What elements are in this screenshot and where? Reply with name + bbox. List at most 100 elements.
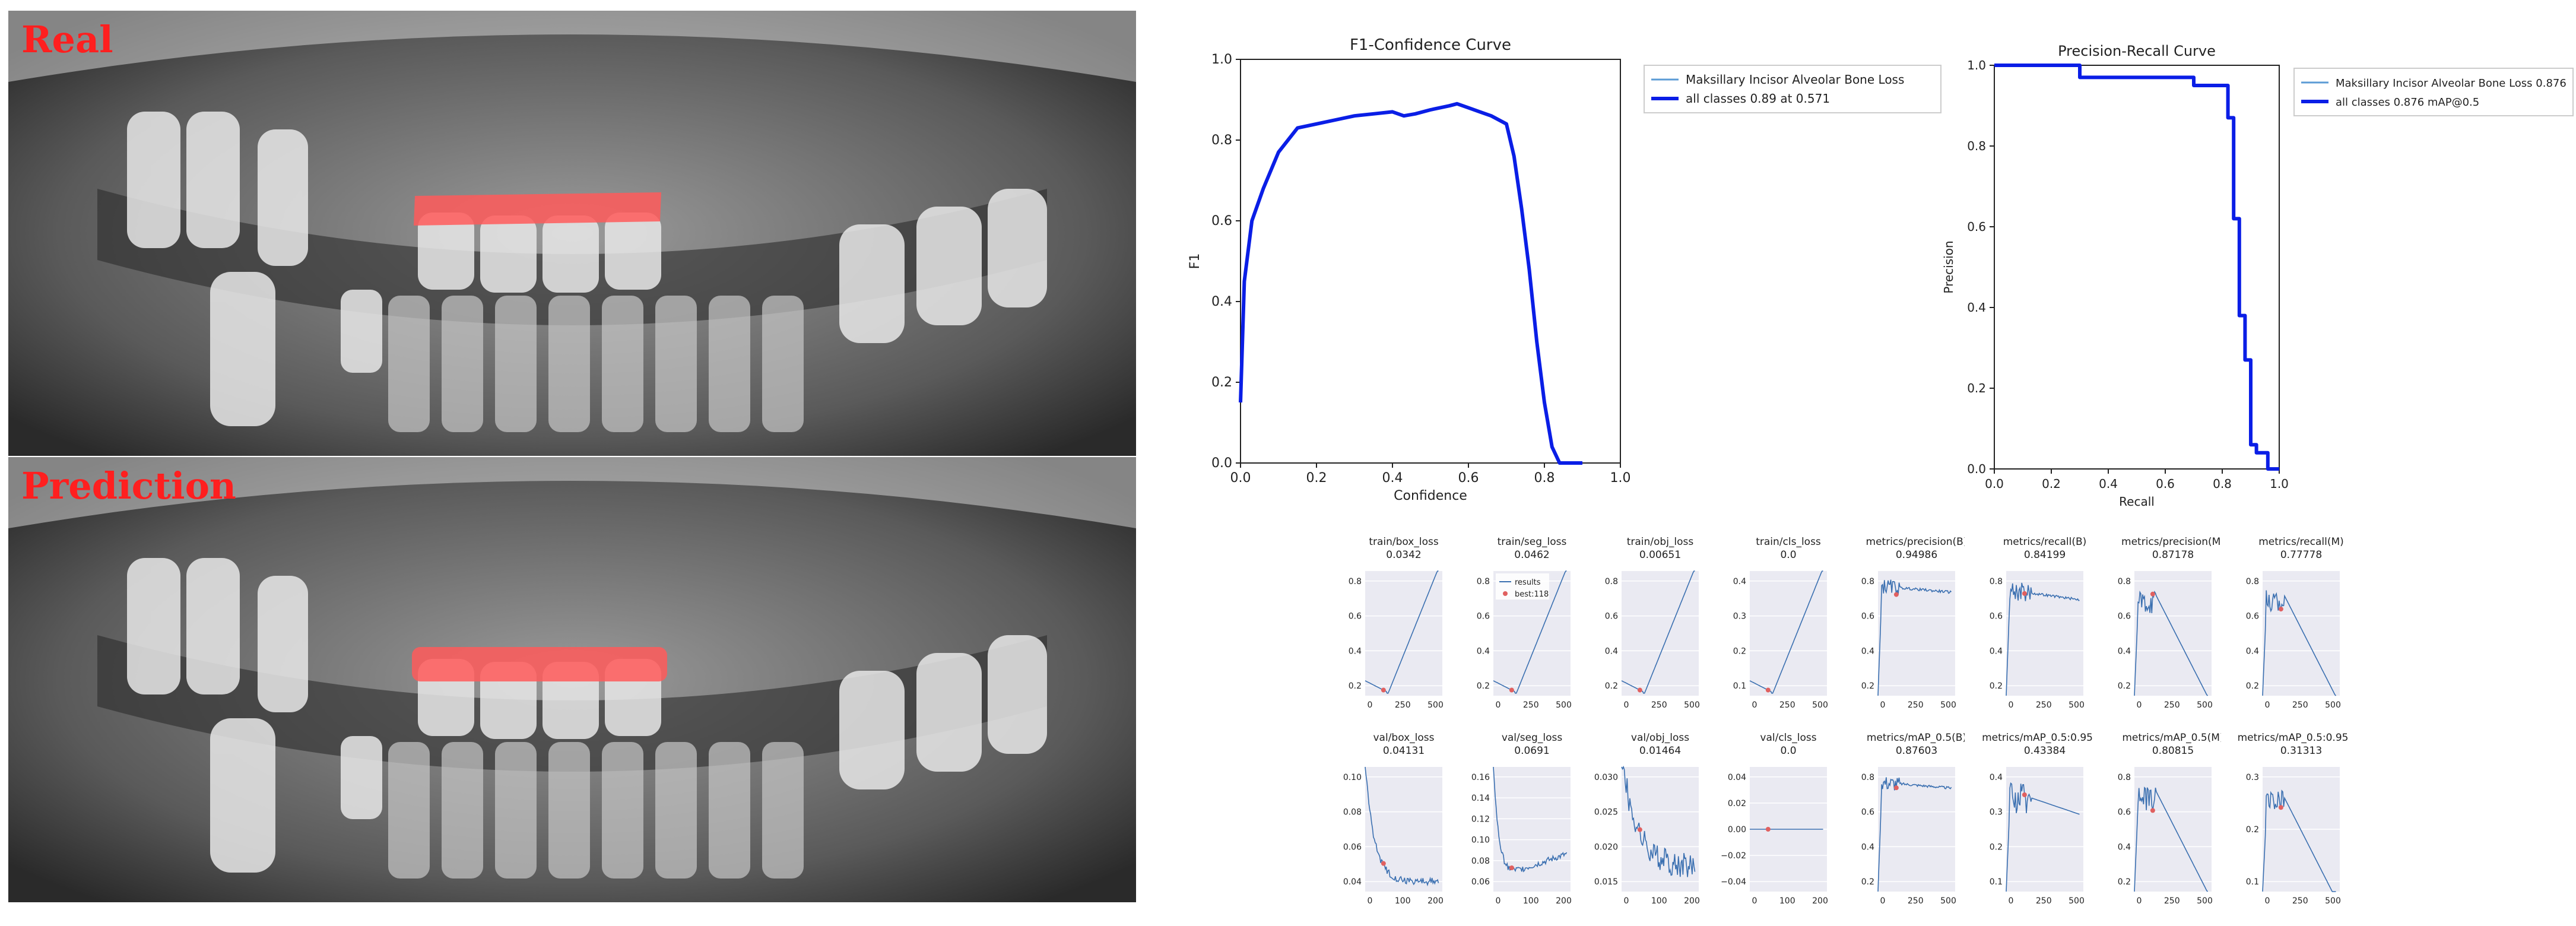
y-tick-label: 0.0 — [1211, 456, 1232, 471]
y-tick-label: 0.8 — [1349, 577, 1362, 586]
best-marker — [2150, 808, 2155, 813]
y-tick-label: 0.06 — [1471, 877, 1490, 887]
metric-plot-5: metrics/precision(B)0.94986 0.2 0.4 0.6 0.8 0… — [1861, 536, 1965, 710]
results-line — [2006, 782, 2080, 892]
metric-value: 0.0691 — [1514, 745, 1549, 757]
xray-panel-real: Real — [8, 11, 1136, 456]
metric-plot-8: metrics/recall(M)0.77778 0.2 0.4 0.6 0.8 0 250… — [2246, 536, 2344, 710]
metric-title: metrics/mAP_0.5:0.95(B) — [1982, 732, 2093, 744]
x-tick-label: 0 — [1496, 700, 1501, 710]
best-marker — [2278, 805, 2283, 810]
y-tick-label: 0.2 — [1990, 842, 2003, 852]
chart-title: F1-Confidence Curve — [1350, 36, 1511, 54]
y-tick-label: −0.04 — [1721, 877, 1746, 887]
y-tick-label: 0.020 — [1594, 842, 1618, 852]
metric-plot-13: metrics/mAP_0.5(B)0.87603 0.2 0.4 0.6 0.8 0 25… — [1861, 732, 1965, 906]
metric-value: 0.87178 — [2152, 549, 2194, 561]
x-tick-label: 250 — [1908, 896, 1924, 906]
y-tick-label: 0.2 — [1733, 646, 1746, 656]
y-tick-label: 0.4 — [1477, 646, 1490, 656]
y-tick-label: 0.4 — [1967, 300, 1986, 315]
x-tick-label: 200 — [1684, 896, 1700, 906]
y-tick-label: 0.030 — [1594, 773, 1618, 782]
x-tick-label: 0 — [2265, 700, 2270, 710]
x-tick-label: 100 — [1779, 896, 1795, 906]
y-tick-label: 0.6 — [1967, 220, 1986, 234]
metric-value: 0.00651 — [1639, 549, 1681, 561]
x-tick-label: 250 — [1651, 700, 1667, 710]
x-tick-label: 0 — [1752, 896, 1757, 906]
x-tick-label: 500 — [1556, 700, 1572, 710]
y-tick-label: 0.2 — [1605, 681, 1618, 691]
y-tick-label: 0.4 — [2246, 646, 2259, 656]
y-tick-label: 0.4 — [1990, 646, 2003, 656]
metric-plot-area — [1365, 767, 1442, 892]
best-marker — [2022, 591, 2027, 596]
y-axis-label: Precision — [1941, 240, 1956, 293]
y-tick-label: 0.3 — [1733, 612, 1746, 621]
legend-box — [2293, 68, 2574, 116]
y-axis-label: F1 — [1188, 253, 1203, 269]
y-tick-label: 0.4 — [2118, 646, 2131, 656]
metric-title: train/box_loss — [1369, 536, 1439, 548]
best-marker — [1381, 687, 1386, 693]
y-tick-label: 0.04 — [1343, 877, 1362, 887]
results-line — [1493, 570, 1567, 694]
x-tick-label: 200 — [1427, 896, 1444, 906]
x-tick-label: 500 — [2325, 896, 2341, 906]
x-tick-label: 0.6 — [1458, 471, 1479, 486]
x-tick-label: 0 — [1368, 896, 1373, 906]
results-line — [2134, 590, 2209, 696]
x-tick-label: 0 — [1368, 700, 1373, 710]
best-marker — [1509, 865, 1514, 870]
results-line — [1365, 570, 1439, 694]
x-tick-label: 0 — [2137, 896, 2142, 906]
metric-plot-14: metrics/mAP_0.5:0.95(B)0.43384 0.1 0.2 0.3 0… — [1982, 732, 2093, 906]
y-tick-label: 0.025 — [1594, 808, 1618, 817]
y-tick-label: 0.8 — [1861, 577, 1874, 586]
metric-plot-15: metrics/mAP_0.5(M)0.80815 0.2 0.4 0.6 0.8 0 25… — [2118, 732, 2221, 906]
results-line — [1621, 765, 1696, 877]
x-tick-label: 0 — [1752, 700, 1757, 710]
y-tick-label: 0.2 — [1861, 681, 1874, 691]
x-tick-label: 500 — [1940, 700, 1956, 710]
y-tick-label: 0.015 — [1594, 877, 1618, 887]
y-tick-label: 0.4 — [1990, 773, 2003, 782]
x-tick-label: 250 — [1779, 700, 1795, 710]
metric-title: val/box_loss — [1373, 732, 1435, 744]
y-tick-label: 0.2 — [2118, 681, 2131, 691]
metric-plot-area — [1365, 571, 1442, 696]
y-tick-label: 0.4 — [1733, 577, 1746, 586]
metric-title: train/cls_loss — [1756, 536, 1821, 548]
metric-value: 0.04131 — [1383, 745, 1425, 757]
metric-plot-area — [2134, 767, 2212, 892]
x-tick-label: 500 — [1427, 700, 1444, 710]
y-tick-label: 0.1 — [2246, 877, 2259, 887]
x-tick-label: 0.4 — [1382, 471, 1403, 486]
chart-title: Precision-Recall Curve — [2058, 43, 2216, 59]
y-tick-label: 0.6 — [1211, 214, 1232, 229]
y-tick-label: 0.4 — [1861, 842, 1874, 852]
y-tick-label: 0.2 — [1990, 681, 2003, 691]
metric-plot-area — [1878, 571, 1955, 696]
best-marker — [1765, 687, 1771, 693]
xray-label-prediction: Prediction — [21, 464, 237, 508]
metric-plot-area — [2006, 571, 2083, 696]
legend-label: all classes 0.89 at 0.571 — [1686, 91, 1830, 106]
metric-title: metrics/mAP_0.5(M) — [2122, 732, 2221, 744]
x-tick-label: 500 — [1684, 700, 1700, 710]
metric-title: metrics/recall(M) — [2258, 536, 2344, 548]
best-marker — [1509, 687, 1514, 693]
y-tick-label: 0.6 — [2118, 808, 2131, 817]
metric-value: 0.77778 — [2280, 549, 2322, 561]
x-axis-label: Confidence — [1394, 489, 1467, 503]
y-tick-label: 0.4 — [1605, 646, 1618, 656]
results-line — [2262, 590, 2337, 696]
metric-title: metrics/precision(B) — [1866, 536, 1965, 548]
x-tick-label: 0.0 — [1985, 477, 2004, 491]
f1-confidence-chart: F1-Confidence Curve 0.0 0.2 0.4 0.6 0.8 1.0 0.0… — [1188, 36, 1941, 503]
x-tick-label: 250 — [2292, 700, 2308, 710]
